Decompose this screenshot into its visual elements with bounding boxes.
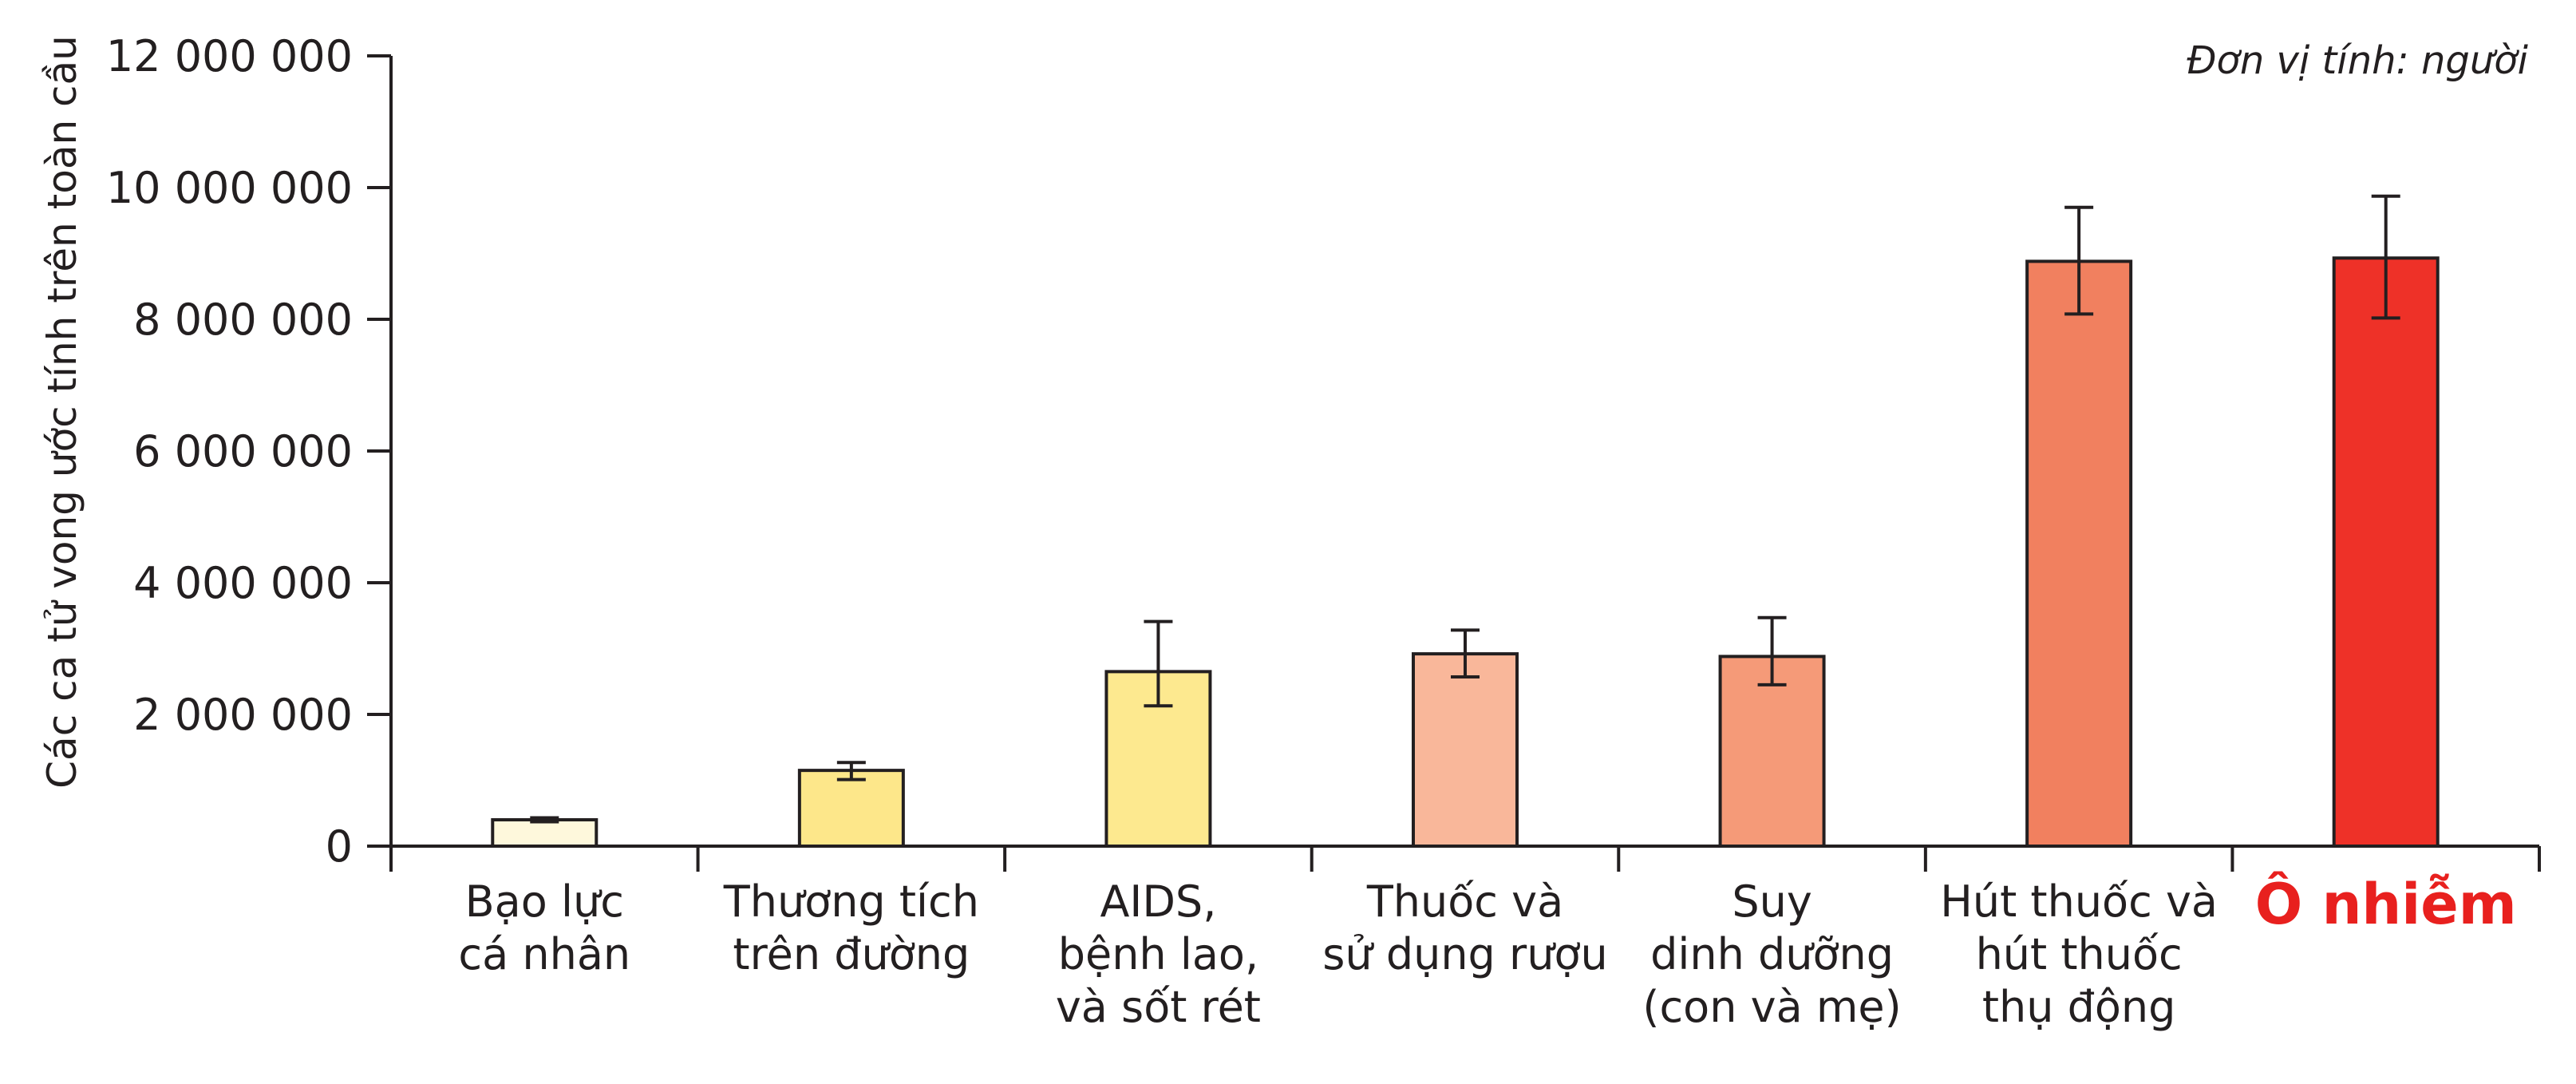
- x-axis: [389, 845, 2541, 872]
- y-tick-label: 12 000 000: [106, 31, 353, 81]
- category-label-line: Ô nhiễm: [2255, 872, 2517, 937]
- category-label-line: sử dụng rượu: [1322, 929, 1607, 979]
- error-bars: [530, 194, 2400, 824]
- category-label-line: Thuốc và: [1366, 876, 1563, 927]
- category-label-line: và sốt rét: [1056, 982, 1261, 1032]
- category-label-line: thụ động: [1982, 982, 2176, 1032]
- bar: [2332, 256, 2440, 848]
- bar: [797, 769, 905, 848]
- category-label: Bạo lực cá nhân: [458, 876, 630, 979]
- category-label-line: dinh dưỡng: [1650, 929, 1894, 979]
- category-label-line: (con và mẹ): [1642, 982, 1901, 1032]
- category-label-line: hút thuốc: [1976, 929, 2183, 979]
- category-labels: Bạo lực cá nhân Thương tích trên đường AIDS,…: [458, 872, 2516, 1032]
- category-label: Suy dinh dưỡng (con và mẹ): [1642, 876, 1901, 1032]
- category-label-line: trên đường: [733, 929, 970, 979]
- bars: [491, 256, 2440, 849]
- category-label: Ô nhiễm: [2255, 872, 2517, 937]
- category-label-line: AIDS,: [1100, 876, 1216, 927]
- category-label-line: Hút thuốc và: [1940, 876, 2218, 927]
- bar: [1718, 655, 1826, 849]
- y-axis-label: Các ca tử vong ước tính trên toàn cầu: [39, 35, 85, 789]
- bar: [1412, 652, 1519, 848]
- y-tick-label: 8 000 000: [133, 295, 353, 345]
- y-tick-label: 10 000 000: [106, 163, 353, 213]
- bar: [491, 818, 599, 848]
- category-label: Thương tích trên đường: [723, 876, 979, 979]
- category-label: AIDS, bệnh lao, và sốt rét: [1056, 876, 1261, 1032]
- category-label-line: Suy: [1732, 876, 1811, 927]
- unit-note: Đơn vị tính: người: [2187, 38, 2528, 83]
- category-label-line: Thương tích: [723, 876, 979, 927]
- category-label-line: bệnh lao,: [1058, 929, 1258, 979]
- y-tick-label: 6 000 000: [133, 426, 353, 477]
- category-label: Thuốc và sử dụng rượu: [1322, 876, 1607, 979]
- y-tick-label: 4 000 000: [133, 558, 353, 608]
- y-axis: 0 2 000 000 4 000 000 6 000 000 8 000 000 10 …: [106, 31, 393, 872]
- category-label-line: cá nhân: [458, 929, 630, 979]
- y-tick-label: 0: [326, 821, 353, 872]
- y-tick-label: 2 000 000: [133, 690, 353, 740]
- category-label-line: Bạo lực: [465, 876, 624, 927]
- bar: [2025, 259, 2133, 848]
- category-label: Hút thuốc và hút thuốc thụ động: [1940, 876, 2218, 1032]
